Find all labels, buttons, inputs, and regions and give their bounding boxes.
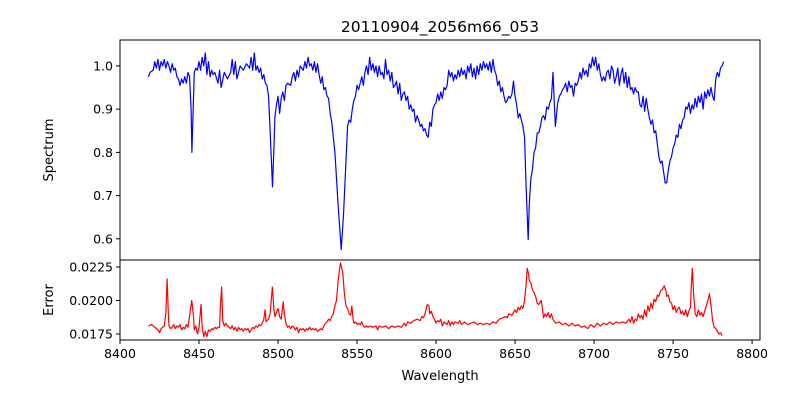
error-x-tick-label: 8400 (104, 346, 136, 361)
spectrum-y-tick-label: 1.0 (93, 58, 113, 73)
error-y-tick-label: 0.0200 (69, 293, 113, 308)
spectrum-y-tick-label: 0.8 (93, 145, 113, 160)
error-y-tick-label: 0.0175 (69, 326, 113, 341)
spectrum-y-tick-label: 0.9 (93, 102, 113, 117)
chart-title: 20110904_2056m66_053 (341, 18, 539, 37)
error-x-tick-label: 8550 (341, 346, 373, 361)
spectrum-line (147, 52, 725, 251)
x-axis-label: Wavelength (401, 369, 478, 384)
error-x-tick-label: 8750 (657, 346, 689, 361)
spectrum-y-label: Spectrum (42, 119, 57, 182)
spectrum-y-tick-label: 0.7 (93, 188, 113, 203)
error-x-tick-label: 8700 (578, 346, 610, 361)
error-axes: 0.0175 0.0200 0.0225 8400 8450 8500 8550 8600 86… (69, 259, 768, 361)
error-x-tick-label: 8450 (183, 346, 215, 361)
error-x-tick-label: 8500 (262, 346, 294, 361)
error-x-tick-label: 8800 (736, 346, 768, 361)
error-x-tick-label: 8650 (499, 346, 531, 361)
error-y-tick-label: 0.0225 (69, 259, 113, 274)
error-y-label: Error (42, 284, 57, 316)
spectrum-y-tick-label: 0.6 (93, 231, 113, 246)
spectrum-axes-frame (119, 39, 761, 261)
error-line (148, 262, 723, 338)
spectrum-axes: 0.6 0.7 0.8 0.9 1.0 (93, 39, 761, 261)
error-x-tick-label: 8600 (420, 346, 452, 361)
